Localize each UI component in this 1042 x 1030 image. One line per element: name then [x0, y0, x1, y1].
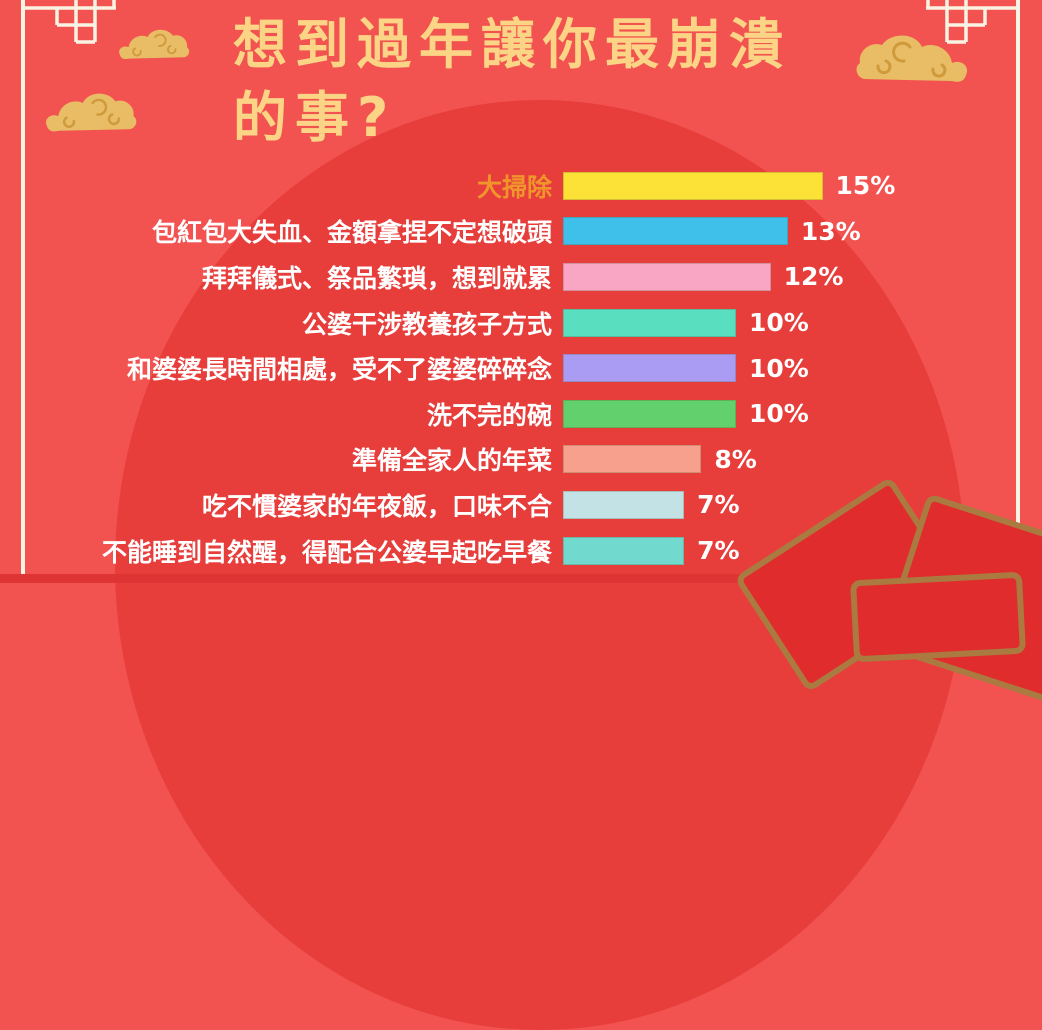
frame-line-left: [21, 0, 25, 583]
bar-value: 13%: [800, 216, 861, 246]
bar-label: 和婆婆長時間相處，受不了婆婆碎碎念: [126, 355, 552, 385]
cloud-icon: [42, 82, 140, 142]
bar-value: 8%: [714, 444, 757, 474]
page-title: 想到過年讓你最崩潰 的事?: [233, 8, 791, 155]
red-envelope-icon: [849, 571, 1027, 663]
cloud-icon: [852, 16, 972, 100]
bar: [563, 171, 823, 200]
bar-label: 大掃除: [476, 172, 552, 202]
bar: [563, 445, 702, 474]
bar: [563, 536, 685, 565]
chart-row: 準備全家人的年菜 8%: [0, 437, 1042, 483]
chart-row: 拜拜儀式、祭品繁瑣，想到就累 12%: [0, 254, 1042, 300]
bar-chart: 大掃除 15% 包紅包大失血、金額拿捏不定想破頭 13% 拜拜儀式、祭品繁瑣，想…: [0, 163, 1042, 573]
bar-value: 15%: [835, 171, 896, 201]
bar-label: 拜拜儀式、祭品繁瑣，想到就累: [201, 263, 552, 293]
bar-value: 7%: [697, 536, 740, 566]
bar-value: 10%: [749, 308, 809, 338]
bar-label: 不能睡到自然醒，得配合公婆早起吃早餐: [101, 537, 552, 567]
bar-value: 10%: [749, 399, 809, 429]
bar: [563, 399, 736, 428]
bar: [563, 308, 736, 337]
bar: [563, 354, 736, 383]
bar-value: 10%: [749, 353, 809, 383]
bar: [563, 490, 685, 519]
page-title-line2: 的事?: [233, 86, 397, 150]
chart-row: 大掃除 15%: [0, 163, 1042, 209]
chart-row: 包紅包大失血、金額拿捏不定想破頭 13%: [0, 209, 1042, 255]
fret-corner-icon: [23, 0, 116, 44]
bar-label: 包紅包大失血、金額拿捏不定想破頭: [151, 218, 552, 248]
bar: [563, 262, 771, 291]
bottom-dark-strip: [0, 574, 1042, 583]
bar-label: 洗不完的碗: [426, 400, 552, 430]
bar: [563, 217, 788, 246]
bar-label: 公婆干涉教養孩子方式: [301, 309, 552, 339]
page-title-line1: 想到過年讓你最崩潰: [233, 13, 791, 76]
frame-line-right: [1016, 0, 1020, 583]
bar-value: 7%: [697, 490, 740, 520]
chart-row: 洗不完的碗 10%: [0, 391, 1042, 437]
bar-label: 吃不慣婆家的年夜飯，口味不合: [201, 491, 552, 521]
chart-row: 和婆婆長時間相處，受不了婆婆碎碎念 10%: [0, 345, 1042, 391]
bar-label: 準備全家人的年菜: [351, 446, 552, 476]
chart-row: 吃不慣婆家的年夜飯，口味不合 7%: [0, 482, 1042, 528]
chart-row: 公婆干涉教養孩子方式 10%: [0, 300, 1042, 346]
fret-corner-icon: [926, 0, 1019, 44]
bar-value: 12%: [783, 262, 844, 292]
cloud-icon: [116, 20, 192, 68]
chart-row: 不能睡到自然醒，得配合公婆早起吃早餐 7%: [0, 528, 1042, 574]
